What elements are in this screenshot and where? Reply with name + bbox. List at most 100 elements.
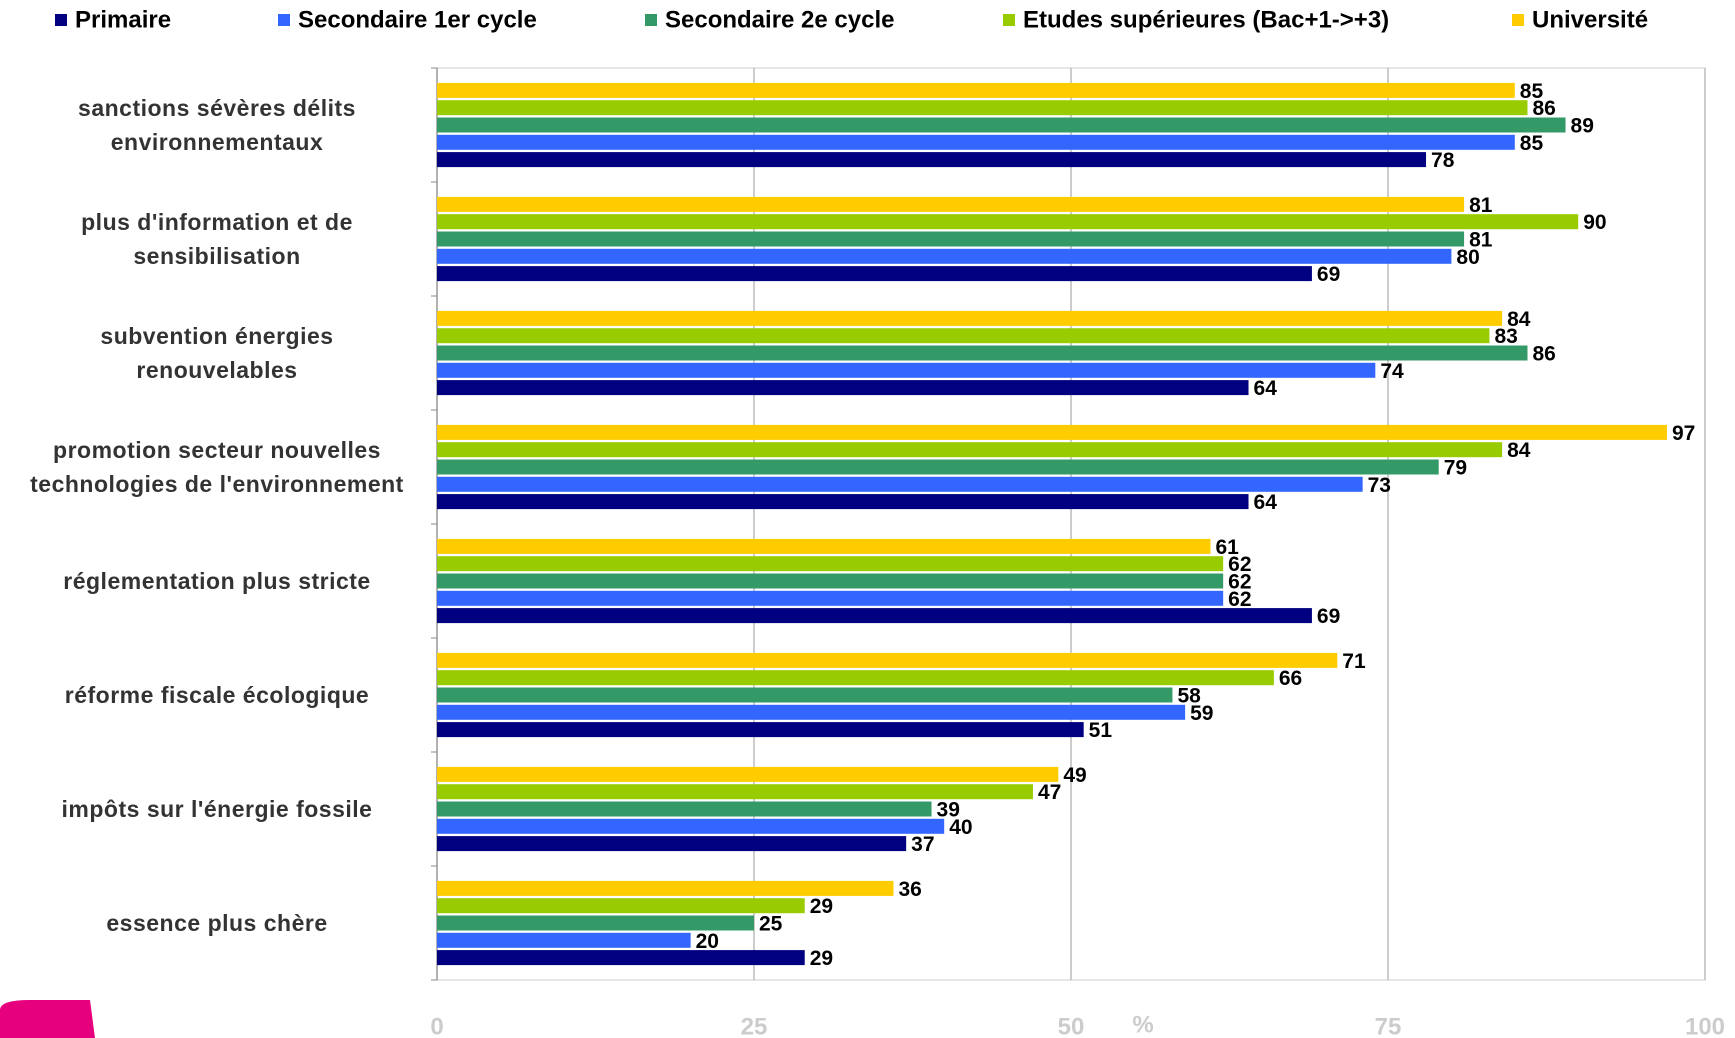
bar <box>437 362 1376 378</box>
bar <box>437 82 1515 98</box>
bar <box>437 898 805 914</box>
data-label: 69 <box>1317 605 1340 628</box>
bar <box>437 214 1579 230</box>
bar <box>437 687 1173 703</box>
legend-swatch <box>278 14 290 26</box>
bar <box>437 950 805 966</box>
data-label: 83 <box>1494 325 1517 348</box>
bar <box>437 556 1224 572</box>
bar <box>437 836 907 852</box>
bar <box>437 880 894 896</box>
x-tick-label: 0 <box>430 1013 443 1038</box>
data-label: 85 <box>1520 80 1544 103</box>
bar <box>437 134 1515 150</box>
x-tick-label: 50 <box>1058 1013 1085 1038</box>
data-label: 81 <box>1469 194 1493 217</box>
bar <box>437 538 1211 554</box>
bar <box>437 915 754 931</box>
bar <box>437 248 1452 264</box>
legend-swatch <box>1512 14 1524 26</box>
bar <box>437 152 1427 168</box>
y-tick-label: sanctions sévères délits environnementau… <box>78 95 356 155</box>
bar <box>437 442 1503 458</box>
data-label: 97 <box>1672 422 1695 445</box>
legend-label: Primaire <box>75 6 171 33</box>
bar <box>437 328 1490 344</box>
data-label: 64 <box>1254 491 1278 514</box>
bar <box>437 932 691 948</box>
y-tick-label: essence plus chère <box>106 910 328 936</box>
legend-swatch <box>1003 14 1015 26</box>
bar <box>437 818 945 834</box>
bar <box>437 670 1274 686</box>
bar <box>437 652 1338 668</box>
bar <box>437 345 1528 361</box>
bar <box>437 476 1363 492</box>
data-label: 69 <box>1317 263 1340 286</box>
data-label: 49 <box>1063 764 1086 787</box>
data-label: 37 <box>911 833 934 856</box>
data-label: 29 <box>810 947 833 970</box>
data-label: 74 <box>1380 360 1404 383</box>
legend-label: Secondaire 1er cycle <box>298 6 537 33</box>
y-tick-label: réglementation plus stricte <box>63 568 371 594</box>
x-tick-label: 25 <box>741 1013 768 1038</box>
bar <box>437 266 1312 282</box>
data-label: 20 <box>696 930 719 953</box>
data-label: 81 <box>1469 229 1493 252</box>
data-label: 36 <box>898 878 921 901</box>
logo <box>0 1000 95 1038</box>
data-label: 29 <box>810 895 833 918</box>
bar <box>437 196 1465 212</box>
x-tick-label: 75 <box>1375 1013 1402 1038</box>
data-label: 86 <box>1532 343 1555 366</box>
x-tick-label: 100 <box>1685 1013 1725 1038</box>
data-label: 25 <box>759 913 783 936</box>
bar <box>437 494 1249 510</box>
bar <box>437 704 1186 720</box>
data-label: 47 <box>1038 781 1061 804</box>
y-tick-label: promotion secteur nouvelles technologies… <box>30 437 404 497</box>
bar <box>437 231 1465 247</box>
legend-swatch <box>55 14 67 26</box>
bar <box>437 117 1566 133</box>
data-label: 62 <box>1228 553 1251 576</box>
data-label: 39 <box>937 799 960 822</box>
data-label: 78 <box>1431 149 1455 172</box>
data-label: 90 <box>1583 211 1606 234</box>
legend-swatch <box>645 14 657 26</box>
y-tick-label: subvention énergies renouvelables <box>100 323 334 383</box>
bar <box>437 573 1224 589</box>
data-label: 58 <box>1177 685 1201 708</box>
y-tick-label: réforme fiscale écologique <box>64 682 370 708</box>
data-label: 73 <box>1368 474 1391 497</box>
data-label: 89 <box>1571 115 1594 138</box>
bar <box>437 100 1528 116</box>
data-label: 40 <box>949 816 972 839</box>
bar <box>437 459 1439 475</box>
bar <box>437 424 1667 440</box>
data-label: 64 <box>1254 377 1278 400</box>
bar <box>437 590 1224 606</box>
data-label: 79 <box>1444 457 1467 480</box>
y-tick-label: impôts sur l'énergie fossile <box>61 796 373 822</box>
data-label: 66 <box>1279 667 1302 690</box>
data-label: 71 <box>1342 650 1366 673</box>
data-label: 85 <box>1520 132 1544 155</box>
bar <box>437 310 1503 326</box>
data-label: 80 <box>1456 246 1479 269</box>
data-label: 61 <box>1215 536 1239 559</box>
x-axis-label: % <box>1132 1011 1153 1038</box>
legend-label: Secondaire 2e cycle <box>665 6 894 33</box>
legend-label: Etudes supérieures (Bac+1->+3) <box>1023 6 1389 33</box>
y-tick-label: plus d'information et de sensibilisation <box>81 209 353 269</box>
data-label: 84 <box>1507 308 1531 331</box>
legend-label: Université <box>1532 6 1648 33</box>
bar <box>437 801 932 817</box>
bar <box>437 608 1312 624</box>
data-label: 84 <box>1507 439 1531 462</box>
bar <box>437 722 1084 738</box>
data-label: 59 <box>1190 702 1213 725</box>
